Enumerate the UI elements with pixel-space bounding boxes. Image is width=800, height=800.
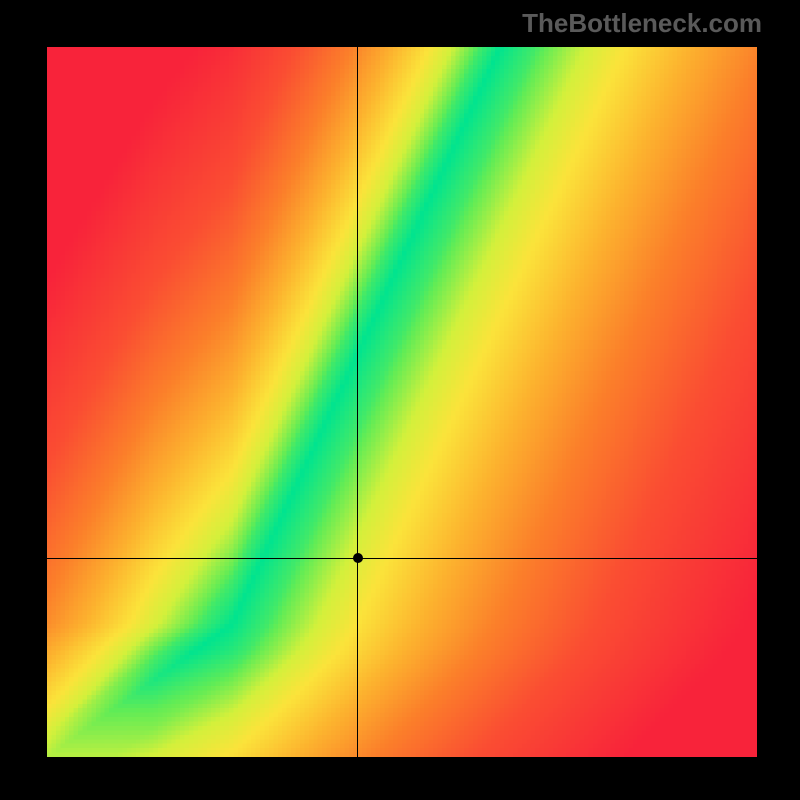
crosshair-horizontal — [47, 558, 757, 559]
watermark-text: TheBottleneck.com — [522, 8, 762, 39]
chart-container: TheBottleneck.com — [0, 0, 800, 800]
bottleneck-heatmap — [47, 47, 757, 757]
crosshair-vertical — [357, 47, 358, 757]
